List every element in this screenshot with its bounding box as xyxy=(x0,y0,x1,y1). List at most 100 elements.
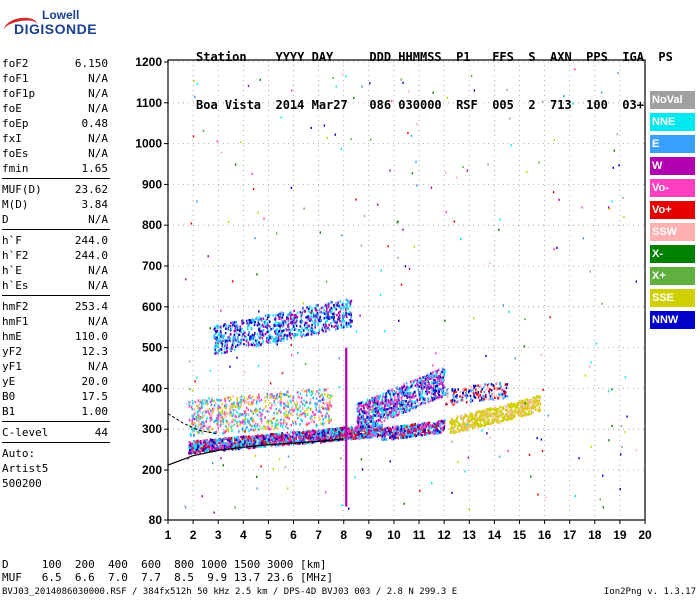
echo-point xyxy=(428,432,430,435)
echo-point xyxy=(335,321,337,325)
echo-point xyxy=(399,433,401,437)
echo-point xyxy=(409,404,412,407)
echo-point xyxy=(191,420,193,423)
echo-point xyxy=(327,419,329,423)
echo-point xyxy=(375,403,377,406)
echo-point xyxy=(500,420,503,423)
echo-point xyxy=(380,425,382,428)
echo-point xyxy=(438,379,441,382)
echo-point xyxy=(398,411,401,414)
echo-point xyxy=(379,428,382,431)
echo-point xyxy=(310,437,312,440)
echo-point xyxy=(359,402,362,405)
echo-point xyxy=(398,433,400,436)
echo-point xyxy=(201,424,204,428)
echo-point xyxy=(299,423,301,426)
echo-point xyxy=(327,401,329,405)
echo-point xyxy=(397,393,399,397)
echo-point xyxy=(287,323,290,326)
echo-point xyxy=(422,399,424,402)
echo-point xyxy=(392,412,394,416)
echo-point xyxy=(222,336,225,339)
echo-point xyxy=(243,420,246,423)
echo-point xyxy=(231,325,234,328)
echo-point xyxy=(204,450,207,453)
echo-point xyxy=(359,432,361,436)
echo-point xyxy=(243,418,246,421)
echo-point xyxy=(342,432,345,436)
echo-point xyxy=(421,389,424,392)
echo-point xyxy=(345,321,348,324)
echo-point xyxy=(210,400,212,404)
echo-point xyxy=(438,390,441,393)
echo-point xyxy=(208,412,211,415)
echo-point xyxy=(314,402,316,405)
echo-point xyxy=(427,400,430,404)
echo-point xyxy=(377,429,379,432)
echo-point xyxy=(372,414,374,418)
echo-point xyxy=(255,410,257,414)
echo-point xyxy=(372,404,374,407)
echo-point xyxy=(209,450,211,453)
echo-point xyxy=(373,400,376,403)
echo-point xyxy=(407,431,409,434)
echo-point xyxy=(333,432,336,435)
echo-point xyxy=(532,406,535,410)
echo-point xyxy=(362,418,365,422)
echo-point xyxy=(189,426,192,430)
echo-point xyxy=(293,318,295,322)
echo-point xyxy=(284,418,286,421)
echo-point xyxy=(431,389,433,392)
echo-point xyxy=(349,305,351,308)
echo-point xyxy=(319,399,322,403)
echo-point xyxy=(293,323,295,327)
echo-point xyxy=(238,420,241,423)
echo-point xyxy=(467,424,469,428)
echo-point xyxy=(238,415,240,418)
echo-point xyxy=(439,372,442,375)
echo-point xyxy=(343,434,345,437)
echo-point xyxy=(271,425,273,428)
echo-point xyxy=(385,395,387,398)
echo-point xyxy=(367,398,369,401)
echo-point xyxy=(213,328,216,331)
echo-point xyxy=(487,413,489,416)
echo-point xyxy=(267,314,270,317)
echo-point xyxy=(490,407,492,410)
echo-point xyxy=(257,318,259,322)
echo-point xyxy=(358,431,361,434)
echo-point xyxy=(395,432,397,435)
echo-point xyxy=(294,328,297,331)
echo-point xyxy=(295,437,298,440)
echo-point xyxy=(291,328,293,331)
echo-point xyxy=(438,396,441,399)
echo-point xyxy=(386,392,388,395)
echo-point xyxy=(421,433,423,437)
echo-point xyxy=(435,429,438,432)
echo-point xyxy=(223,412,226,416)
echo-point xyxy=(266,321,269,325)
echo-point xyxy=(400,399,403,402)
echo-point xyxy=(287,314,289,317)
echo-point xyxy=(228,438,230,441)
echo-point xyxy=(322,418,324,421)
echo-point xyxy=(343,438,345,441)
echo-point xyxy=(221,409,224,412)
echo-point xyxy=(278,443,281,446)
echo-point xyxy=(517,413,519,416)
echo-point xyxy=(407,409,409,412)
echo-point xyxy=(449,422,451,425)
echo-point xyxy=(333,312,335,315)
echo-point xyxy=(415,383,418,387)
echo-point xyxy=(292,420,294,423)
echo-point xyxy=(365,435,367,439)
echo-point xyxy=(314,430,316,433)
echo-point xyxy=(260,324,262,327)
echo-point xyxy=(493,412,495,415)
echo-point xyxy=(450,428,452,432)
echo-point xyxy=(321,328,324,332)
echo-point xyxy=(188,419,191,422)
echo-point xyxy=(267,426,269,429)
echo-point xyxy=(192,430,194,433)
echo-point xyxy=(240,421,242,424)
